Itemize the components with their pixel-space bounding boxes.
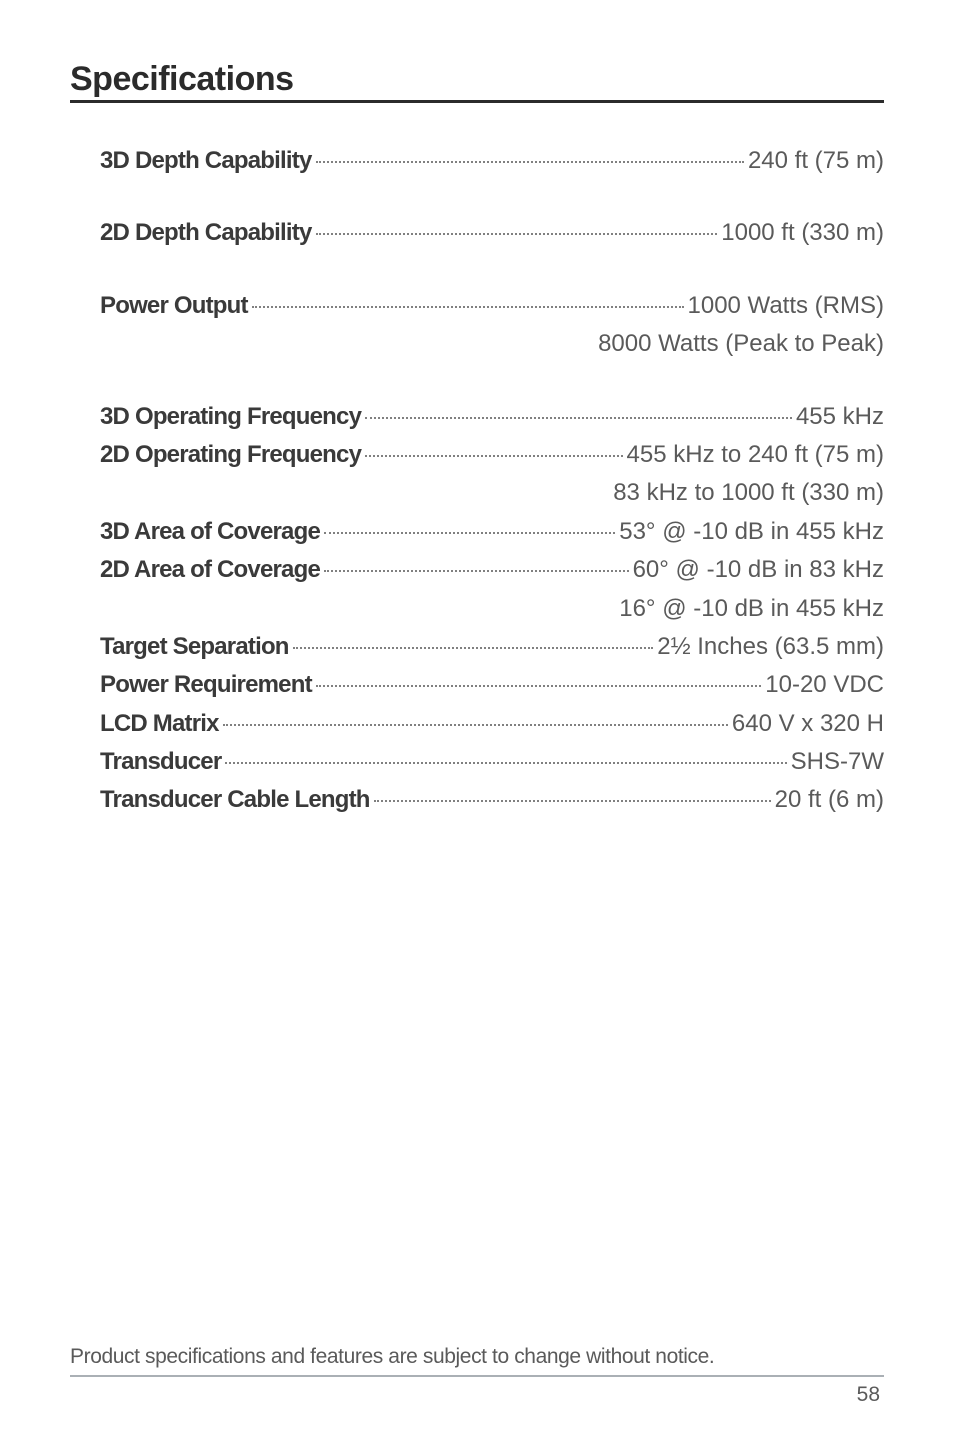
spec-label: 2D Area of Coverage xyxy=(100,554,320,586)
spec-row: LCD Matrix 640 V x 320 H xyxy=(100,708,884,740)
spec-value: 455 kHz xyxy=(796,401,884,433)
spec-label: 3D Depth Capability xyxy=(100,145,312,177)
spec-row: Transducer Cable Length 20 ft (6 m) xyxy=(100,784,884,816)
spec-row: 2D Depth Capability 1000 ft (330 m) xyxy=(100,217,884,249)
spec-row: 2D Area of Coverage 60° @ -10 dB in 83 k… xyxy=(100,554,884,586)
spec-label: 2D Depth Capability xyxy=(100,217,312,249)
spec-label: Target Separation xyxy=(100,631,289,663)
spec-row: 3D Area of Coverage 53° @ -10 dB in 455 … xyxy=(100,516,884,548)
page-number: 58 xyxy=(857,1383,880,1407)
dot-leader xyxy=(225,762,786,764)
dot-leader xyxy=(252,306,684,308)
spec-value: 2½ Inches (63.5 mm) xyxy=(657,631,884,663)
spec-value: 640 V x 320 H xyxy=(732,708,884,740)
dot-leader xyxy=(365,417,792,419)
page-title: Specifications xyxy=(70,60,884,103)
spec-label: Power Requirement xyxy=(100,669,312,701)
spec-label: Power Output xyxy=(100,290,248,322)
spec-row: Transducer SHS-7W xyxy=(100,746,884,778)
dot-leader xyxy=(324,570,629,572)
dot-leader xyxy=(316,233,718,235)
spec-list: 3D Depth Capability 240 ft (75 m) 2D Dep… xyxy=(70,145,884,817)
spec-label: Transducer xyxy=(100,746,221,778)
spec-value: SHS-7W xyxy=(791,746,884,778)
spec-value-cont: 16° @ -10 dB in 455 kHz xyxy=(100,593,884,625)
spec-label: 2D Operating Frequency xyxy=(100,439,361,471)
spec-value: 60° @ -10 dB in 83 kHz xyxy=(633,554,884,586)
spec-label: Transducer Cable Length xyxy=(100,784,370,816)
footnote: Product specifications and features are … xyxy=(70,1345,714,1369)
spec-value-cont: 8000 Watts (Peak to Peak) xyxy=(100,328,884,360)
spec-value: 1000 Watts (RMS) xyxy=(688,290,885,322)
spec-row: Power Output 1000 Watts (RMS) xyxy=(100,290,884,322)
spec-value: 10-20 VDC xyxy=(765,669,884,701)
dot-leader xyxy=(365,455,622,457)
spec-row: Target Separation 2½ Inches (63.5 mm) xyxy=(100,631,884,663)
spec-row: Power Requirement 10-20 VDC xyxy=(100,669,884,701)
spec-label: LCD Matrix xyxy=(100,708,219,740)
spec-value: 1000 ft (330 m) xyxy=(721,217,884,249)
spec-label: 3D Area of Coverage xyxy=(100,516,320,548)
spec-label: 3D Operating Frequency xyxy=(100,401,361,433)
dot-leader xyxy=(223,724,728,726)
spec-row: 2D Operating Frequency 455 kHz to 240 ft… xyxy=(100,439,884,471)
dot-leader xyxy=(374,800,771,802)
footer-rule xyxy=(70,1375,884,1377)
spec-value: 20 ft (6 m) xyxy=(775,784,884,816)
dot-leader xyxy=(316,685,761,687)
spec-value: 240 ft (75 m) xyxy=(748,145,884,177)
spec-row: 3D Depth Capability 240 ft (75 m) xyxy=(100,145,884,177)
spec-row: 3D Operating Frequency 455 kHz xyxy=(100,401,884,433)
spec-value: 53° @ -10 dB in 455 kHz xyxy=(619,516,884,548)
dot-leader xyxy=(293,647,654,649)
spec-value-cont: 83 kHz to 1000 ft (330 m) xyxy=(100,477,884,509)
dot-leader xyxy=(324,532,615,534)
dot-leader xyxy=(316,161,744,163)
spec-value: 455 kHz to 240 ft (75 m) xyxy=(627,439,884,471)
